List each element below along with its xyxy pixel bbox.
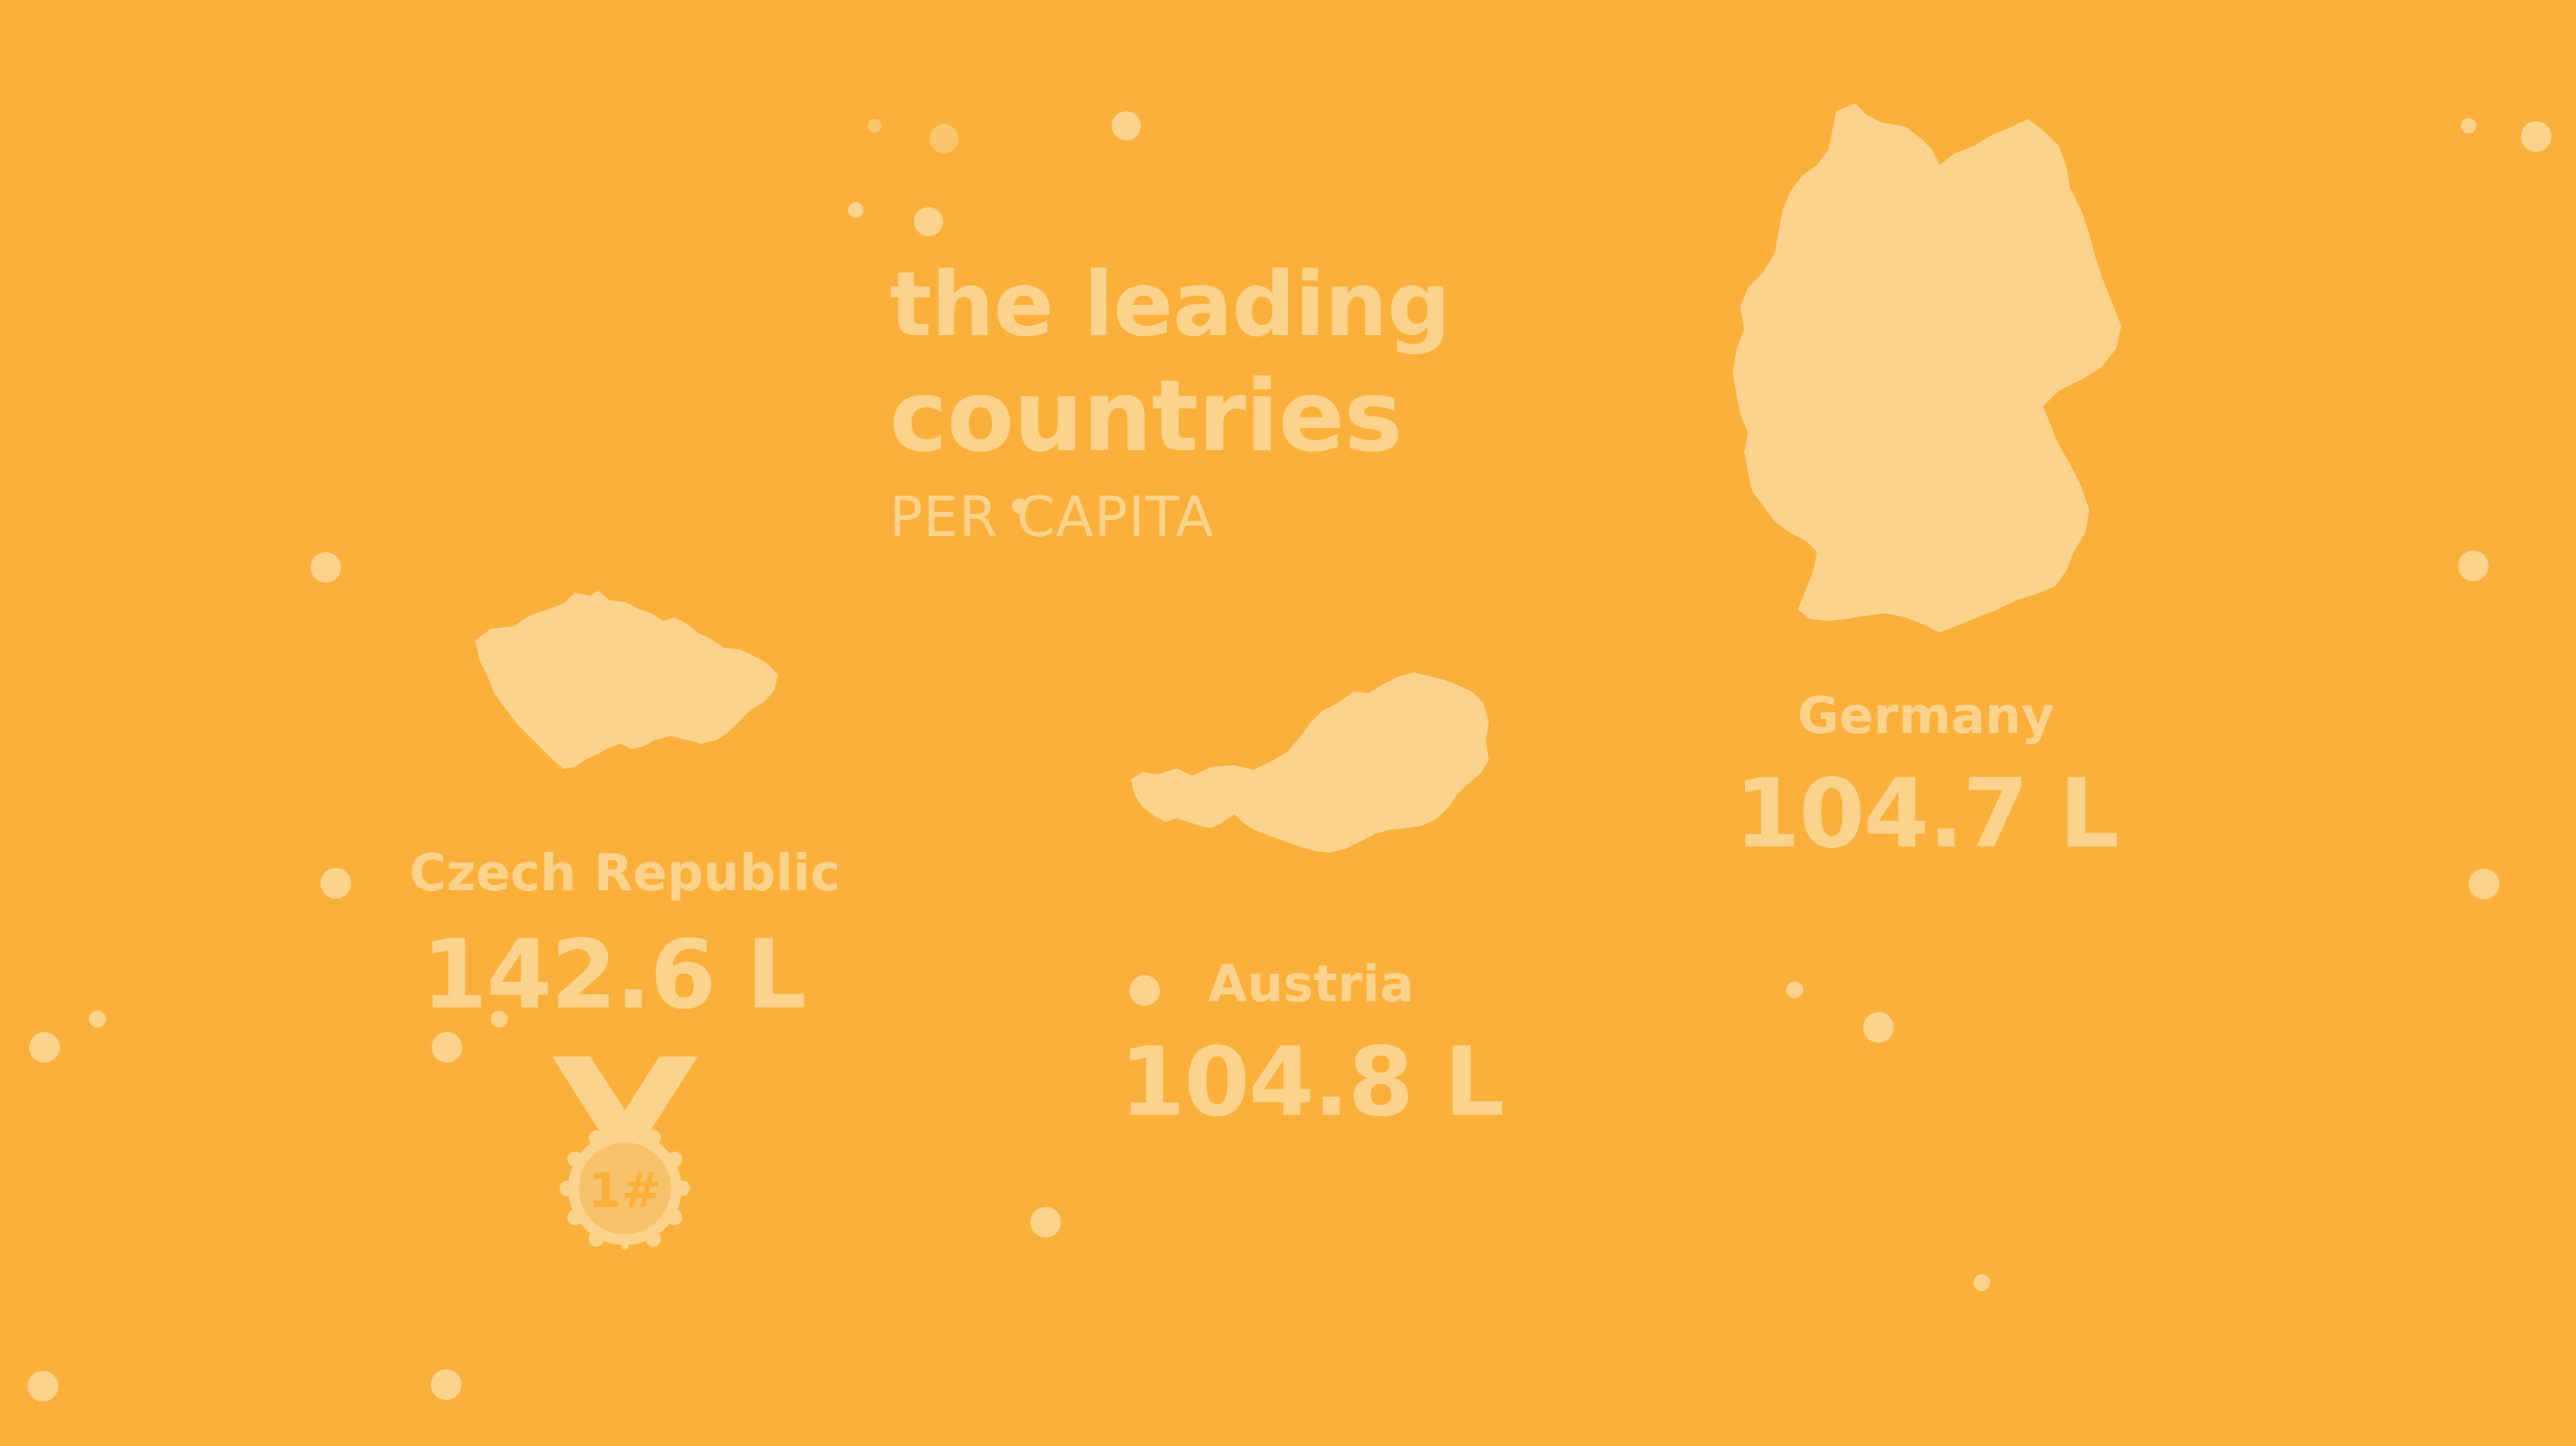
decorative-dot: [1786, 981, 1803, 998]
decorative-dot: [28, 1371, 58, 1402]
czech-republic-map-icon: [468, 587, 784, 771]
germany-name: Germany: [1797, 686, 2055, 745]
decorative-dot: [929, 124, 958, 153]
decorative-dot: [1863, 1012, 1894, 1043]
decorative-dot: [2521, 121, 2551, 152]
medal-icon: 1#: [552, 1057, 698, 1250]
decorative-dot: [310, 552, 341, 583]
decorative-dot: [1012, 498, 1027, 514]
decorative-dot: [868, 119, 882, 133]
decorative-dot: [2469, 869, 2499, 899]
headline-line-3: PER CAPITA: [889, 485, 1214, 549]
germany-map-icon: [1729, 104, 2126, 636]
decorative-dot: [1112, 111, 1141, 140]
austria-value: 104.8 L: [1119, 1027, 1504, 1138]
austria-name: Austria: [1208, 955, 1414, 1014]
decorative-dot: [432, 1032, 462, 1063]
decorative-dot: [1129, 975, 1160, 1006]
czech-republic-name: Czech Republic: [409, 843, 841, 902]
headline-line-1: the leading: [889, 253, 1451, 357]
headline-line-2: countries: [889, 360, 1402, 474]
decorative-dot: [29, 1032, 60, 1063]
czech-republic-value: 142.6 L: [421, 920, 807, 1030]
germany-value: 104.7 L: [1734, 759, 2119, 869]
decorative-dot: [1030, 1207, 1061, 1237]
decorative-dot: [431, 1369, 462, 1400]
decorative-dot: [2458, 550, 2489, 581]
decorative-dot: [89, 1011, 106, 1027]
decorative-dot: [848, 202, 863, 218]
headline: the leading countries PER CAPITA: [889, 253, 1503, 549]
medal-rank-label: 1#: [588, 1162, 661, 1218]
decorative-dot: [914, 207, 943, 236]
austria-map-icon: [1127, 669, 1492, 854]
decorative-dot: [491, 1011, 508, 1027]
decorative-dot: [320, 868, 351, 899]
decorative-dot: [2461, 118, 2476, 133]
decorative-dot: [1973, 1274, 1990, 1291]
